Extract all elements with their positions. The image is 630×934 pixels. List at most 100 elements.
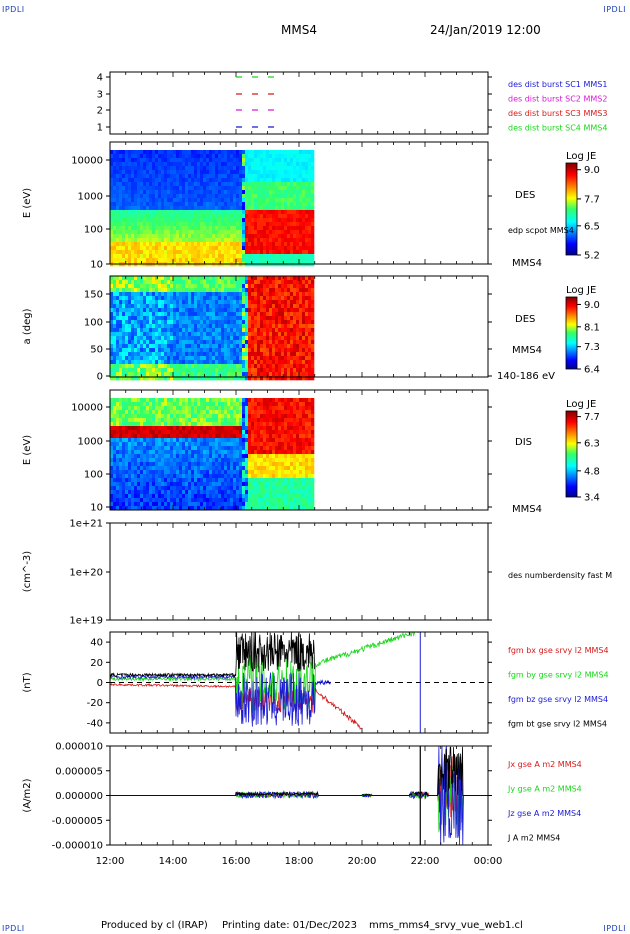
footer-file-name: mms_mms4_srvy_vue_web1.cl xyxy=(369,920,523,931)
page-title: MMS4 xyxy=(281,23,317,37)
legend-current-3: Jz gse A m2 MMS4 xyxy=(507,809,581,818)
ylabel-panel-3: a (deg) xyxy=(22,308,33,344)
legend-burst-3: des dist burst SC3 MMS3 xyxy=(508,109,607,118)
colorbar-tick-1-1: 7.7 xyxy=(584,194,600,205)
legend-field-4: fgm bt gse srvy l2 MMS4 xyxy=(508,720,607,729)
colorbar-tick-1-3: 5.2 xyxy=(584,251,600,262)
colorbar-tick-2-0: 9.0 xyxy=(584,300,600,311)
series-j xyxy=(110,746,488,797)
ytick-label-6-2: 0 xyxy=(97,678,103,689)
spectrogram-4 xyxy=(110,398,315,511)
ytick-label-1-3: 1 xyxy=(97,123,103,134)
ytick-label-7-4: -0.000010 xyxy=(52,841,103,852)
ytick-label-1-2: 2 xyxy=(97,106,103,117)
series-bt xyxy=(109,632,315,678)
xtick-label-1: 14:00 xyxy=(159,856,188,867)
ytick-label-3-0: 150 xyxy=(84,290,103,301)
ytick-label-6-3: -20 xyxy=(87,698,103,709)
side-label-3: DIS xyxy=(515,437,532,448)
footer-produced-by: Produced by cl (IRAP) xyxy=(101,920,208,931)
legend-burst-1: des dist burst SC1 MMS1 xyxy=(508,80,607,89)
colorbar-tick-3-0: 7.7 xyxy=(584,412,600,423)
side-label-2: DES xyxy=(515,313,536,325)
xtick-label-3: 18:00 xyxy=(285,856,314,867)
side-bottom-2: 140-186 eV xyxy=(497,371,555,382)
side-bottom-3: MMS4 xyxy=(512,504,542,515)
colorbar-1 xyxy=(565,162,578,256)
legend-field-1: fgm bx gse srvy l2 MMS4 xyxy=(508,646,609,655)
ytick-label-7-3: -0.000005 xyxy=(52,816,103,827)
legend-burst-4: des dist burst SC4 MMS4 xyxy=(508,124,607,133)
ytick-label-5-0: 1e+21 xyxy=(69,519,103,530)
ytick-label-4-0: 10000 xyxy=(71,403,103,414)
ytick-label-2-3: 10 xyxy=(90,260,103,271)
ytick-label-7-2: 0.000000 xyxy=(55,791,103,802)
ytick-label-3-1: 100 xyxy=(84,318,103,329)
legend-field-3: fgm bz gse srvy l2 MMS4 xyxy=(508,695,608,704)
xtick-label-5: 22:00 xyxy=(411,856,440,867)
colorbar-2 xyxy=(565,296,578,370)
legend-current-2: Jy gse A m2 MMS4 xyxy=(507,785,582,794)
ylabel-panel-6: (nT) xyxy=(22,672,33,692)
legend-density: des numberdensity fast M xyxy=(508,571,612,580)
ytick-label-5-1: 1e+20 xyxy=(69,568,103,579)
ytick-label-2-0: 10000 xyxy=(71,156,103,167)
ytick-label-1-1: 3 xyxy=(97,90,103,101)
side-sub-2: MMS4 xyxy=(512,344,542,356)
legend-current-4: J A m2 MMS4 xyxy=(507,834,560,843)
ylabel-panel-7: (A/m2) xyxy=(22,778,33,812)
legend-current-1: Jx gse A m2 MMS4 xyxy=(507,760,582,769)
ytick-label-6-4: -40 xyxy=(87,718,103,729)
ytick-label-1-0: 4 xyxy=(97,73,103,84)
colorbar-title-1: Log JE xyxy=(566,151,596,162)
colorbar-title-2: Log JE xyxy=(566,285,596,296)
colorbar-tick-3-3: 3.4 xyxy=(584,493,600,504)
side-bottom-1: MMS4 xyxy=(512,258,542,269)
corner-label-top-right: IPDLI xyxy=(603,5,626,14)
ylabel-panel-4: E (eV) xyxy=(22,435,33,465)
corner-label-top-left: IPDLI xyxy=(2,5,25,14)
side-sub-1: edp scpot MMS4 xyxy=(508,226,574,235)
ytick-label-6-1: 20 xyxy=(90,658,103,669)
legend-field-2: fgm by gse srvy l2 MMS4 xyxy=(508,671,609,680)
series-by xyxy=(109,631,422,715)
ytick-label-3-2: 50 xyxy=(90,345,103,356)
spectrogram-3 xyxy=(110,276,315,381)
ytick-label-2-1: 1000 xyxy=(78,192,103,203)
ytick-label-4-1: 1000 xyxy=(78,437,103,448)
page-datetime: 24/Jan/2019 12:00 xyxy=(430,23,541,37)
ytick-label-7-1: 0.000005 xyxy=(55,766,103,777)
xtick-label-2: 16:00 xyxy=(222,856,251,867)
panel-frame-1 xyxy=(109,71,489,135)
ylabel-panel-5: (cm^-3) xyxy=(22,551,33,592)
colorbar-tick-1-2: 6.5 xyxy=(584,221,600,232)
ytick-label-4-3: 10 xyxy=(90,503,103,514)
colorbar-tick-1-0: 9.0 xyxy=(584,165,600,176)
xtick-label-4: 20:00 xyxy=(348,856,377,867)
ytick-label-7-0: 0.000010 xyxy=(55,742,103,753)
series-bz xyxy=(109,672,331,727)
panel-frame-5 xyxy=(109,522,489,621)
corner-label-bottom-right: IPDLI xyxy=(603,924,626,933)
colorbar-tick-2-2: 7.3 xyxy=(584,342,600,353)
colorbar-tick-3-1: 6.3 xyxy=(584,438,600,449)
footer-printing-date: Printing date: 01/Dec/2023 xyxy=(222,920,358,931)
ytick-label-3-3: 0 xyxy=(97,372,103,383)
ytick-label-4-2: 100 xyxy=(84,470,103,481)
ytick-label-6-0: 40 xyxy=(90,638,103,649)
xtick-label-0: 12:00 xyxy=(96,856,125,867)
ytick-label-2-2: 100 xyxy=(84,225,103,236)
legend-burst-2: des dist burst SC2 MMS2 xyxy=(508,95,607,104)
xtick-label-6: 00:00 xyxy=(474,856,503,867)
colorbar-title-3: Log JE xyxy=(566,399,596,410)
ylabel-panel-2: E (eV) xyxy=(22,188,33,218)
side-label-1: DES xyxy=(515,190,536,201)
colorbar-tick-3-2: 4.8 xyxy=(584,466,600,477)
corner-label-bottom-left: IPDLI xyxy=(2,924,25,933)
colorbar-tick-2-1: 8.1 xyxy=(584,322,600,333)
ytick-label-5-2: 1e+19 xyxy=(69,616,103,627)
spectrogram-2 xyxy=(110,150,315,267)
colorbar-3 xyxy=(565,410,578,498)
colorbar-tick-2-3: 6.4 xyxy=(584,365,600,376)
